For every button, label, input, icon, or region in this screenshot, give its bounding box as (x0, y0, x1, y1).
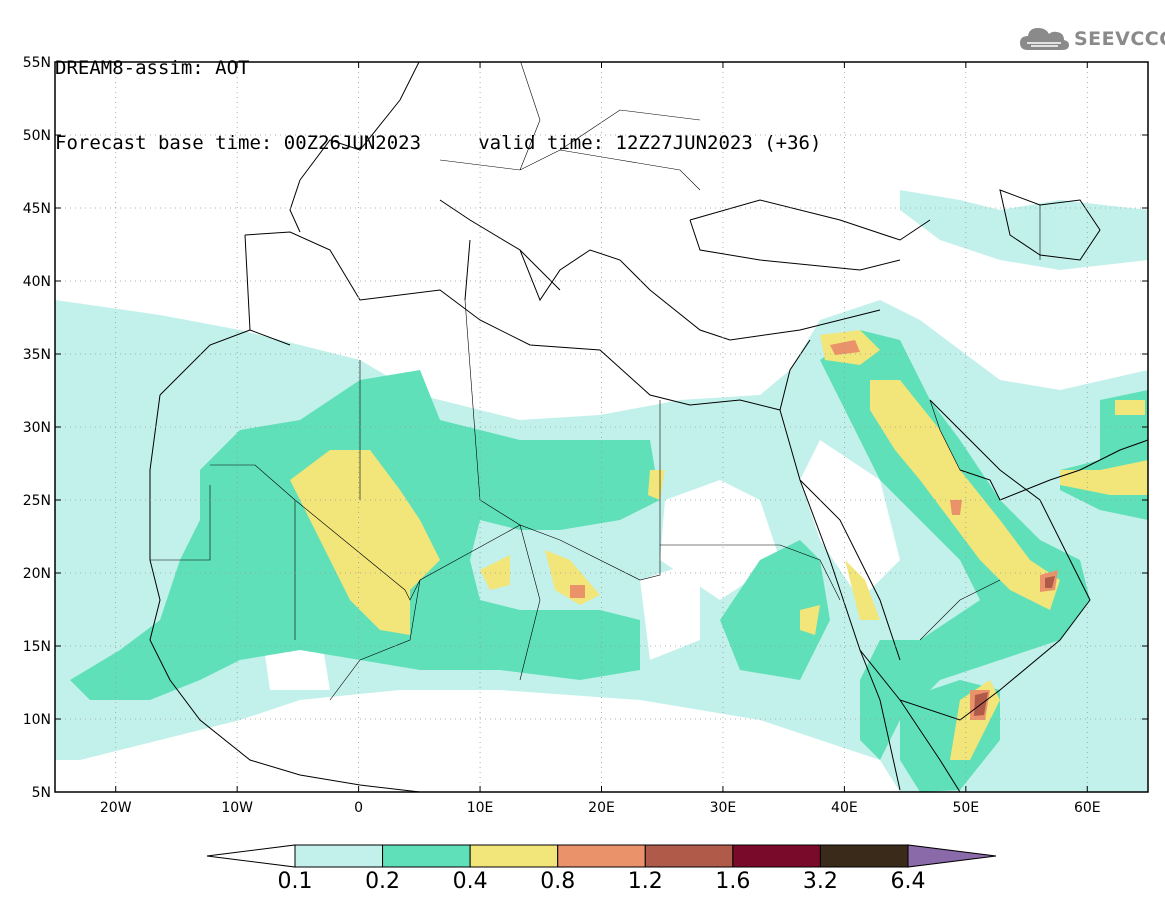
plot-title: DREAM8-assim: AOT Forecast base time: 00… (55, 6, 821, 181)
lat-tick-label: 20N (23, 566, 51, 582)
lon-tick-label: 40E (831, 800, 858, 816)
aot-level-1.2 (974, 576, 1055, 716)
colorbar-label: 0.8 (540, 869, 575, 894)
lat-tick-label: 5N (32, 785, 51, 801)
colorbar: 0.1 0.2 0.4 0.8 1.2 1.6 3.2 6.4 (206, 844, 997, 894)
seevccc-logo: SEEVCCC (1018, 24, 1165, 54)
lat-tick-label: 55N (23, 55, 51, 71)
colorbar-segment (294, 844, 384, 868)
colorbar-segment (382, 844, 471, 868)
lat-tick-label: 10N (23, 712, 51, 728)
lat-tick-label: 35N (23, 347, 51, 363)
longitude-axis: 20W 10W 0 10E 20E 30E 40E 50E 60E (100, 62, 1101, 816)
lat-tick-label: 50N (23, 128, 51, 144)
lon-tick-label: 20E (588, 800, 615, 816)
colorbar-segment (644, 844, 734, 868)
colorbar-label: 1.6 (715, 869, 750, 894)
brand-name: SEEVCCC (1074, 28, 1165, 50)
lon-tick-label: 50E (952, 800, 979, 816)
colorbar-label: 1.2 (628, 869, 663, 894)
latitude-axis: 55N 50N 45N 40N 35N 30N 25N 20N 15N 10N 5N (23, 55, 1148, 801)
lon-tick-label: 60E (1074, 800, 1101, 816)
colorbar-segment (732, 844, 821, 868)
aot-level-0.4 (290, 330, 1148, 760)
coastlines (149, 62, 1148, 792)
colorbar-segment (469, 844, 559, 868)
lon-tick-label: 10E (467, 800, 494, 816)
lat-tick-label: 30N (23, 420, 51, 436)
lon-tick-label: 10W (221, 800, 253, 816)
colorbar-segment (557, 844, 646, 868)
colorbar-over-arrow (907, 844, 997, 868)
colorbar-segment (819, 844, 909, 868)
title-line-times: Forecast base time: 00Z26JUN2023 valid t… (55, 132, 822, 154)
lat-tick-label: 40N (23, 274, 51, 290)
colorbar-label: 3.2 (803, 869, 838, 894)
colorbar-label: 0.2 (365, 869, 400, 894)
colorbar-under-arrow (206, 844, 296, 868)
gridlines (55, 62, 1148, 792)
lat-tick-label: 25N (23, 493, 51, 509)
colorbar-label: 0.4 (453, 869, 488, 894)
lon-tick-label: 20W (100, 800, 132, 816)
colorbar-label: 0.1 (278, 869, 313, 894)
lat-tick-label: 15N (23, 639, 51, 655)
lat-tick-label: 45N (23, 201, 51, 217)
colorbar-label: 6.4 (891, 869, 926, 894)
lon-tick-label: 0 (354, 800, 363, 816)
cloud-icon (1020, 28, 1069, 50)
lon-tick-label: 30E (710, 800, 737, 816)
